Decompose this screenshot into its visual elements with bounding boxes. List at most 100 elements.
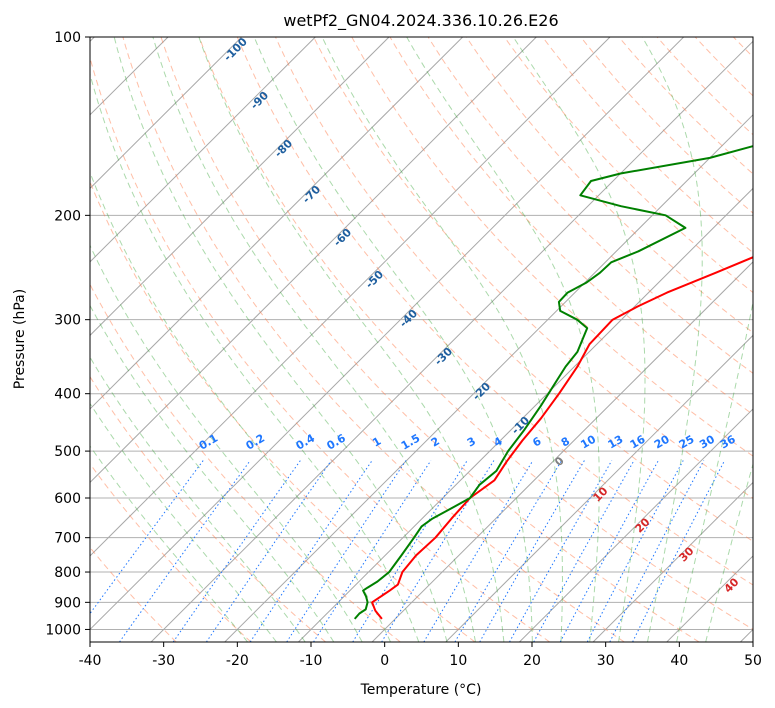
dry-adiabat-line (160, 37, 700, 642)
isotherm-line (90, 37, 685, 631)
moist-adiabat-line (90, 445, 248, 642)
dry-adiabat-line (465, 37, 753, 334)
isotherm-label: 10 (591, 484, 611, 504)
isopleth-labels: 0.1 0.2 0.4 0.6 1 1.5 2 3 4 6 8 10 13 16 20 25 30 36-100-… (197, 35, 742, 596)
mixing-ratio-line (509, 460, 613, 642)
y-axis-ticks: 100 200 300 400 500 600 700 800 900 1000 (45, 30, 90, 638)
moist-adiabat-line (152, 37, 476, 642)
dry-adiabat-line (90, 462, 252, 642)
mixing-ratio-line (249, 460, 373, 642)
isotherm-label: -70 (300, 183, 323, 206)
isotherm-line (519, 408, 753, 642)
dry-adiabat-line (694, 37, 753, 97)
isotherm-line (90, 37, 537, 484)
isotherm-label: -60 (331, 226, 354, 249)
moist-adiabat-line (90, 402, 277, 642)
y-axis-label: Pressure (hPa) (12, 289, 28, 389)
isotherm-line (224, 114, 753, 642)
dry-adiabat-line (389, 37, 753, 416)
mixing-ratio-label: 36 (718, 432, 738, 451)
x-tick-label: -10 (300, 653, 323, 669)
mixing-ratio-label: 30 (697, 432, 717, 451)
x-tick-label: 10 (449, 653, 467, 669)
isotherm-line (90, 37, 611, 557)
y-tick-label: 700 (54, 531, 81, 547)
plot-frame (89, 36, 754, 643)
mixing-ratio-label: 6 (530, 434, 543, 449)
mixing-ratio-line (90, 460, 204, 615)
moist-adiabat-line (676, 299, 753, 642)
mixing-ratio-label: 10 (578, 432, 598, 451)
moist-adiabat-line (113, 37, 448, 642)
mixing-ratio-line (423, 460, 534, 642)
isotherm-line (371, 261, 753, 642)
moist-adiabat-line (90, 171, 391, 642)
y-tick-label: 800 (54, 565, 81, 581)
dry-adiabat-line (580, 37, 753, 214)
y-tick-label: 200 (54, 208, 81, 224)
mixing-ratio-line (352, 460, 468, 642)
moist-adiabat-line (90, 72, 420, 642)
dry-adiabat-line (198, 37, 753, 630)
isotherm-label: -80 (272, 137, 295, 160)
isotherm-line (90, 37, 390, 337)
mixing-ratio-label: 20 (652, 432, 672, 451)
x-tick-label: 0 (380, 653, 389, 669)
mixing-ratio-label: 13 (606, 433, 626, 452)
isotherm-label: 30 (677, 544, 697, 564)
moist-adiabat-line (321, 37, 563, 642)
dry-adiabat-line (351, 37, 753, 457)
moist-adiabat-line (198, 37, 505, 642)
mixing-ratio-line (313, 460, 432, 642)
x-tick-label: -20 (226, 653, 249, 669)
y-tick-label: 500 (54, 444, 81, 460)
isotherm-line (90, 37, 464, 410)
moist-adiabat-line (253, 37, 533, 642)
mixing-ratio-label: 0.4 (294, 431, 318, 452)
isotherm-line (90, 37, 316, 263)
x-axis-ticks: -40 -30 -20 -10 0 10 20 30 40 50 (79, 642, 762, 669)
moist-adiabat-line (90, 244, 363, 642)
x-tick-label: 30 (597, 653, 615, 669)
dry-adiabat-line (236, 37, 753, 586)
isotherm-line (90, 37, 243, 190)
y-tick-label: 900 (54, 595, 81, 611)
y-tick-label: 300 (54, 313, 81, 329)
moist-adiabat-line (641, 37, 703, 642)
x-axis-label: Temperature (°C) (360, 682, 482, 698)
x-tick-label: 50 (744, 653, 762, 669)
dry-adiabat-line (503, 37, 753, 294)
mixing-ratio-line (559, 460, 659, 642)
mixing-ratio-line (479, 460, 585, 642)
y-tick-label: 600 (54, 491, 81, 507)
isotherm-label: -30 (432, 345, 455, 368)
x-tick-label: -30 (152, 653, 175, 669)
isotherm-label: -90 (248, 89, 271, 112)
dry-adiabat-line (618, 37, 753, 175)
temperature-line (371, 256, 753, 620)
mixing-ratio-label: 3 (465, 435, 478, 450)
mixing-ratio-label: 1.5 (399, 432, 422, 453)
dry-adiabat-line (90, 180, 476, 642)
dry-adiabat-line (122, 37, 625, 642)
mixing-ratio-line (632, 460, 726, 642)
mixing-ratio-label: 16 (628, 432, 648, 451)
dry-adiabat-line (772, 37, 775, 642)
mixing-ratio-line (533, 460, 635, 642)
isotherm-line (592, 481, 753, 642)
isotherm-label: -40 (397, 307, 420, 330)
isotherm-label: 40 (722, 575, 742, 595)
moist-adiabat-line (90, 356, 306, 642)
mixing-ratio-label: 1 (370, 435, 383, 450)
y-tick-label: 1000 (45, 622, 81, 638)
isotherm-label: -100 (221, 35, 250, 64)
mixing-ratio-line (172, 460, 301, 642)
dewpoint-line (353, 145, 753, 620)
mixing-ratio-label: 8 (559, 435, 572, 450)
x-tick-label: -40 (79, 653, 102, 669)
x-tick-label: 20 (523, 653, 541, 669)
background-lines (90, 37, 775, 642)
chart-title: wetPf2_GN04.2024.336.10.26.E26 (283, 11, 558, 31)
y-tick-label: 100 (54, 30, 81, 46)
isotherm-line (150, 40, 753, 642)
